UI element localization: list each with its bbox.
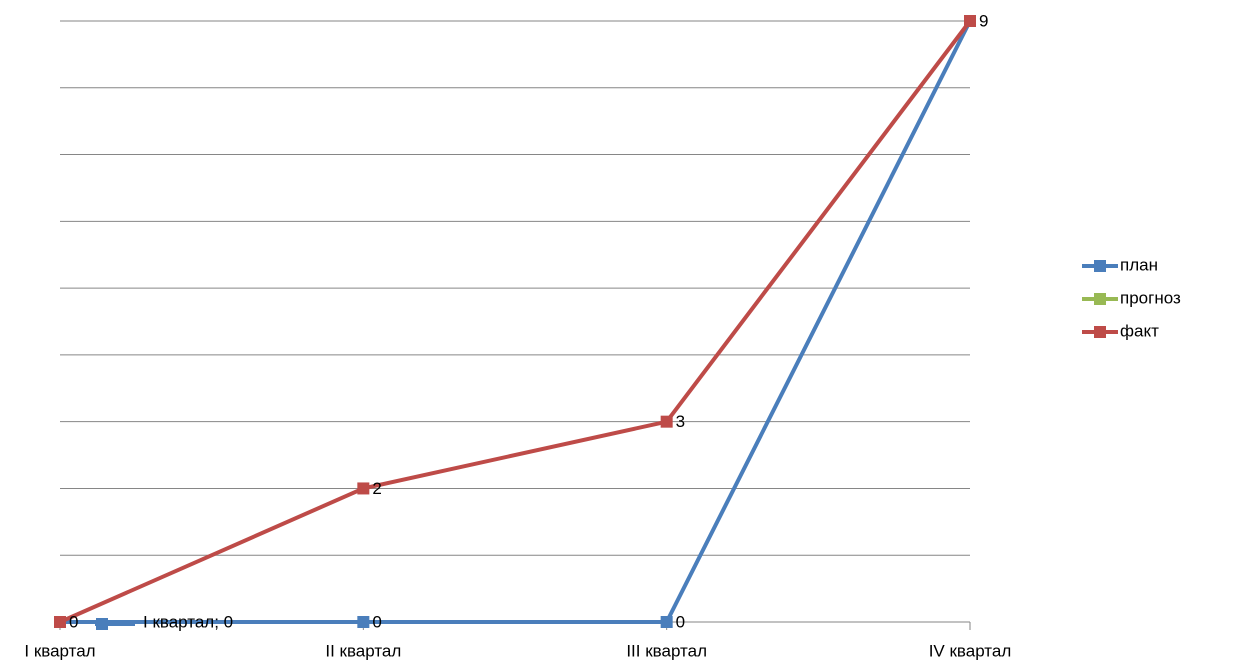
marker [660,616,673,628]
marker [54,616,66,628]
label-key-marker [96,618,108,630]
x-tick-label: IV квартал [929,641,1012,660]
legend-label: план [1120,255,1158,274]
legend-marker [1094,293,1106,305]
legend-label: факт [1120,321,1159,340]
x-tick-label: III квартал [626,641,707,660]
data-label: 9 [979,11,988,30]
data-label: 3 [676,412,685,431]
legend-marker [1094,260,1106,272]
marker [357,616,370,628]
marker [660,415,673,428]
x-tick-label: I квартал [24,641,95,660]
data-label: I квартал; 0 [143,612,233,631]
legend-label: прогноз [1120,288,1181,307]
x-tick-label: II квартал [325,641,401,660]
marker [964,15,976,27]
series-line [60,20,972,624]
data-label: 0 [372,612,381,631]
legend-marker [1094,326,1106,338]
series-line [59,19,972,624]
marker [357,482,370,495]
data-label: 2 [372,479,381,498]
data-label: 0 [676,612,685,631]
data-label: 0 [69,612,78,631]
